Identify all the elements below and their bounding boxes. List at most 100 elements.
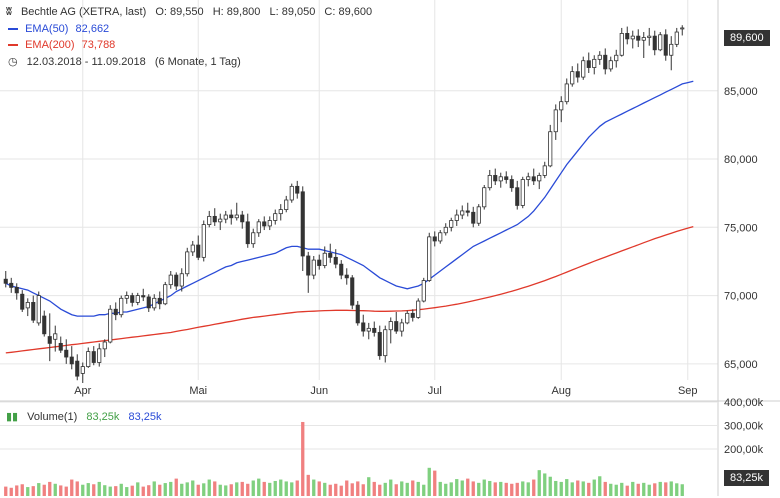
candle-body: [493, 175, 498, 182]
candle-body: [251, 232, 256, 245]
candle: [317, 254, 322, 270]
volume-bar: [653, 483, 657, 496]
volume-bar: [339, 485, 343, 496]
volume-bar: [246, 483, 250, 496]
candle: [146, 294, 151, 312]
volume-bar: [20, 484, 24, 496]
candle: [586, 52, 591, 74]
candle: [372, 321, 377, 337]
volume-bar: [158, 484, 162, 496]
volume-bar: [664, 482, 668, 496]
candle-body: [212, 215, 217, 223]
candle: [504, 171, 509, 184]
candle: [278, 204, 283, 221]
volume-bar: [416, 481, 420, 496]
volume-bar: [81, 484, 85, 496]
candle: [674, 27, 679, 48]
candle: [152, 294, 157, 311]
candle: [163, 281, 168, 306]
candle: [267, 216, 272, 231]
candle: [647, 27, 652, 46]
price-tick-label: 75,000: [724, 222, 758, 234]
volume-bar: [444, 483, 448, 496]
candle-body: [344, 274, 349, 279]
candle-body: [548, 131, 553, 167]
candle: [3, 271, 8, 288]
volume-bar: [108, 486, 112, 496]
ema50-label: EMA(50): [25, 23, 69, 35]
candle-body: [509, 179, 514, 189]
candle-body: [201, 224, 206, 258]
candle-body: [465, 210, 470, 213]
candle: [75, 354, 80, 381]
candle: [311, 255, 316, 280]
candle-body: [185, 251, 190, 275]
candle: [658, 32, 663, 52]
candle: [471, 206, 476, 228]
volume-tick-label: 300,00k: [724, 421, 764, 433]
candle-body: [157, 297, 162, 305]
candle-body: [339, 263, 344, 276]
candle-body: [229, 214, 234, 219]
x-tick-label: Aug: [551, 385, 571, 397]
candle: [14, 283, 19, 300]
volume-bar: [532, 479, 536, 496]
ema200-legend[interactable]: EMA(200) 73,788: [8, 39, 121, 51]
candle: [443, 223, 448, 236]
x-tick-label: Mai: [189, 385, 207, 397]
candle: [256, 219, 261, 237]
volume-bar: [389, 479, 393, 496]
candle-body: [652, 35, 657, 51]
volume-bar: [647, 484, 651, 496]
volume-bar: [422, 484, 426, 496]
candle: [394, 311, 399, 334]
volume-bar: [48, 481, 52, 496]
volume-bar: [169, 481, 173, 496]
candle-body: [328, 252, 333, 258]
volume-bar: [174, 478, 178, 496]
volume-bar: [26, 487, 30, 496]
ema200-label: EMA(200): [25, 39, 75, 51]
candle: [42, 310, 47, 337]
volume-bar: [625, 485, 629, 496]
candle: [300, 186, 305, 272]
volume-bar: [620, 482, 624, 496]
candle: [421, 277, 426, 303]
volume-bar: [488, 480, 492, 496]
candle-body: [394, 321, 399, 332]
volume-bar: [499, 481, 503, 496]
volume-bar: [482, 479, 486, 496]
volume-bar: [180, 483, 184, 496]
volume-legend[interactable]: ▮▮ Volume(1) 83,25k 83,25k: [6, 410, 168, 423]
volume-bar: [229, 484, 233, 496]
candle-body: [377, 332, 382, 357]
candle-body: [42, 315, 47, 335]
candle-body: [64, 349, 69, 358]
ema50-legend[interactable]: EMA(50) 82,662: [8, 23, 115, 35]
candle-body: [487, 175, 492, 189]
candle-body: [207, 215, 212, 225]
candle: [680, 25, 685, 36]
axes: Apr Mai Jun Jul Aug Sep 65,000 70,000 75,000 80,0…: [74, 86, 763, 456]
volume-bar: [378, 484, 382, 496]
candle: [234, 202, 239, 221]
volume-bar: [70, 479, 74, 496]
candle-body: [531, 176, 536, 182]
volume-value-blue: 83,25k: [128, 411, 162, 423]
candle-body: [108, 308, 113, 343]
candle-body: [86, 351, 91, 367]
candle: [388, 317, 393, 344]
volume-bar: [636, 483, 640, 496]
candle-body: [449, 220, 454, 228]
volume-bar: [59, 485, 63, 496]
candlestick-series[interactable]: [3, 25, 685, 383]
volume-bar: [543, 473, 547, 496]
candle-body: [289, 185, 294, 201]
candle-body: [141, 295, 146, 298]
volume-value-green: 83,25k: [86, 411, 120, 423]
volume-bar: [31, 486, 35, 496]
volume-bar: [675, 483, 679, 496]
candle: [273, 209, 278, 225]
candle-body: [80, 366, 85, 374]
